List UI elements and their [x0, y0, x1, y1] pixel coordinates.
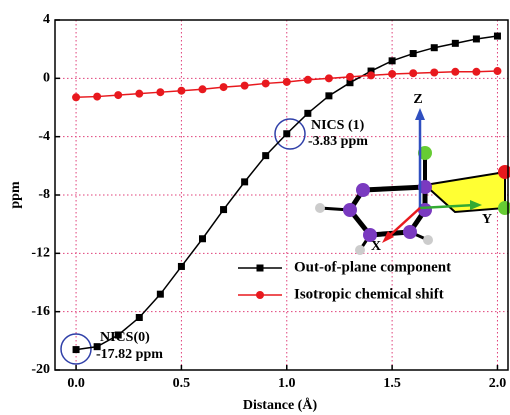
inset-label: Y [482, 212, 492, 227]
legend-label: Isotropic chemical shift [294, 286, 444, 302]
data-point [73, 346, 80, 353]
y-tick-label: -4 [38, 129, 50, 144]
x-tick-label: 0.5 [173, 376, 191, 391]
annotation: NICS(0) [100, 330, 150, 345]
data-point [409, 69, 417, 77]
data-point [367, 71, 375, 79]
data-point [431, 44, 438, 51]
x-axis-label: Distance (Å) [243, 397, 318, 413]
data-point [262, 152, 269, 159]
chart: Z X Y NICS (1) -3.83 ppm NICS(0) -17.82 … [0, 0, 510, 415]
y-axis-label: ppm [8, 181, 23, 209]
data-point [493, 67, 501, 75]
data-point [410, 50, 417, 57]
data-point [452, 40, 459, 47]
data-point [156, 88, 164, 96]
y-tick-label: -12 [31, 246, 50, 261]
y-tick-label: -20 [31, 362, 50, 377]
data-point [72, 93, 80, 101]
data-point [473, 35, 480, 42]
y-tick-label: -16 [31, 304, 50, 319]
data-point [283, 130, 290, 137]
data-point [220, 83, 228, 91]
data-point [177, 87, 185, 95]
data-point [199, 235, 206, 242]
data-point [346, 73, 354, 81]
x-tick-label: 2.0 [489, 376, 507, 391]
data-point [304, 110, 311, 117]
data-point [157, 291, 164, 298]
data-point [178, 263, 185, 270]
data-point [135, 90, 143, 98]
data-point [262, 79, 270, 87]
inset-label: Z [413, 92, 422, 107]
y-tick-label: 0 [43, 71, 50, 86]
data-point [451, 68, 459, 76]
legend-label: Out-of-plane component [294, 259, 451, 275]
annotation: -17.82 ppm [96, 347, 163, 362]
data-point [241, 82, 249, 90]
data-point [241, 178, 248, 185]
y-tick-label: -8 [38, 187, 50, 202]
y-tick-label: 4 [43, 12, 50, 27]
x-tick-label: 0.0 [67, 376, 85, 391]
data-point [283, 78, 291, 86]
data-point [94, 343, 101, 350]
annotation: NICS (1) [311, 118, 365, 133]
data-point [93, 93, 101, 101]
data-point [220, 206, 227, 213]
data-point [325, 92, 332, 99]
data-point [472, 68, 480, 76]
data-point [388, 70, 396, 78]
x-tick-label: 1.0 [278, 376, 296, 391]
data-point [114, 91, 122, 99]
data-point [430, 69, 438, 77]
page: {"chart_data": {"type": "line", "x_label… [0, 0, 510, 415]
annotation: -3.83 ppm [308, 134, 368, 149]
data-point [198, 85, 206, 93]
data-point [494, 33, 501, 40]
data-point [389, 57, 396, 64]
legend-marker [257, 265, 264, 272]
data-point [304, 76, 312, 84]
legend-marker [256, 291, 264, 299]
data-point [136, 314, 143, 321]
molecule-inset: Z X Y [315, 92, 510, 255]
x-tick-label: 1.5 [383, 376, 401, 391]
data-point [115, 332, 122, 339]
inset-label: X [371, 239, 381, 254]
data-point [325, 74, 333, 82]
